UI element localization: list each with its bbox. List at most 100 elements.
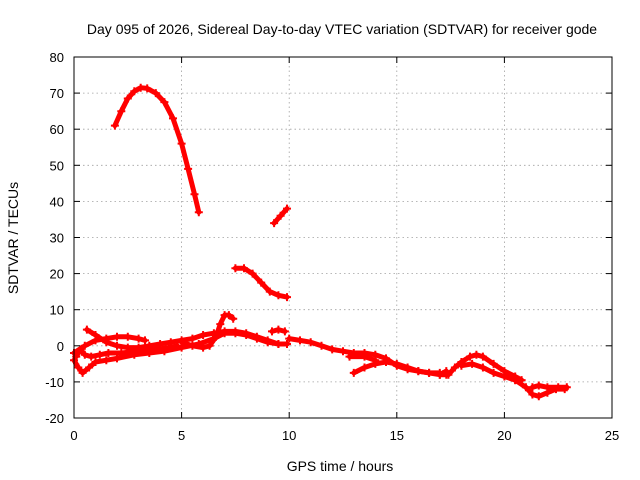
data-point bbox=[528, 383, 537, 392]
data-point bbox=[457, 361, 466, 370]
data-point bbox=[489, 368, 498, 377]
data-point bbox=[274, 291, 283, 300]
data-point bbox=[274, 325, 283, 334]
y-tick-label: -20 bbox=[45, 411, 64, 426]
x-tick-label: 20 bbox=[497, 428, 511, 443]
y-tick-label: -10 bbox=[45, 375, 64, 390]
data-point bbox=[534, 392, 543, 401]
x-tick-label: 15 bbox=[390, 428, 404, 443]
data-point bbox=[543, 383, 552, 392]
data-point bbox=[85, 363, 94, 372]
data-point bbox=[425, 368, 434, 377]
series-track-11 bbox=[349, 358, 444, 377]
data-point bbox=[102, 338, 111, 347]
series-track-9 bbox=[268, 325, 289, 336]
data-point bbox=[285, 334, 294, 343]
data-point bbox=[511, 376, 520, 385]
series-line bbox=[112, 85, 202, 215]
y-tick-label: 60 bbox=[50, 122, 64, 137]
data-point bbox=[500, 372, 509, 381]
data-point bbox=[382, 358, 390, 366]
y-tick-label: 50 bbox=[50, 158, 64, 173]
data-point bbox=[130, 87, 139, 96]
data-point bbox=[141, 336, 149, 345]
data-point bbox=[199, 343, 208, 352]
y-tick-label: 20 bbox=[50, 267, 64, 282]
series-layer bbox=[70, 83, 571, 401]
x-tick-label: 25 bbox=[605, 428, 619, 443]
data-point bbox=[392, 359, 401, 368]
data-point bbox=[188, 341, 197, 350]
data-point bbox=[317, 341, 326, 350]
y-tick-label: 10 bbox=[50, 303, 64, 318]
data-point bbox=[283, 204, 291, 213]
data-point bbox=[296, 336, 304, 345]
y-tick-label: 80 bbox=[50, 50, 64, 65]
data-point bbox=[274, 340, 283, 348]
data-point bbox=[306, 338, 315, 347]
data-point bbox=[177, 139, 186, 148]
data-point bbox=[134, 334, 143, 343]
data-point bbox=[78, 368, 87, 377]
x-tick-label: 10 bbox=[282, 428, 296, 443]
data-point bbox=[91, 331, 100, 339]
data-point bbox=[280, 327, 289, 336]
data-point bbox=[403, 363, 412, 372]
data-point bbox=[263, 336, 272, 345]
data-point bbox=[265, 287, 274, 296]
series-track-2 bbox=[270, 204, 291, 228]
data-point bbox=[270, 219, 279, 228]
data-point bbox=[554, 383, 563, 392]
data-point bbox=[104, 349, 113, 357]
data-point bbox=[257, 278, 266, 287]
series-track-8 bbox=[177, 311, 238, 352]
data-point bbox=[110, 121, 119, 130]
data-point bbox=[134, 347, 143, 356]
y-tick-label: 0 bbox=[57, 339, 64, 354]
data-point bbox=[360, 363, 369, 372]
x-axis-label: GPS time / hours bbox=[287, 458, 394, 474]
data-point bbox=[117, 107, 126, 116]
y-tick-label: 70 bbox=[50, 86, 64, 101]
data-point bbox=[160, 98, 169, 107]
x-tick-label: 5 bbox=[178, 428, 185, 443]
data-point bbox=[224, 311, 233, 320]
data-point bbox=[252, 332, 261, 341]
series-track-7 bbox=[72, 341, 182, 361]
data-point bbox=[173, 341, 182, 350]
data-point bbox=[339, 347, 347, 356]
data-point bbox=[534, 381, 543, 390]
data-point bbox=[468, 359, 477, 368]
data-point bbox=[87, 352, 96, 361]
data-point bbox=[194, 208, 203, 217]
data-point bbox=[562, 383, 571, 392]
data-point bbox=[113, 354, 121, 363]
data-point bbox=[123, 94, 132, 103]
data-point bbox=[349, 368, 358, 377]
data-point bbox=[276, 211, 285, 220]
data-point bbox=[74, 363, 83, 372]
data-point bbox=[188, 334, 197, 343]
data-point bbox=[80, 341, 89, 350]
data-point bbox=[151, 89, 160, 98]
series-track-3 bbox=[231, 264, 291, 302]
data-point bbox=[169, 114, 177, 123]
data-point bbox=[184, 164, 193, 173]
data-point bbox=[328, 345, 337, 354]
plot-frame bbox=[73, 56, 613, 419]
data-point bbox=[113, 332, 121, 341]
data-point bbox=[360, 352, 369, 361]
chart-title: Day 095 of 2026, Sidereal Day-to-day VTE… bbox=[87, 21, 597, 37]
data-point bbox=[205, 341, 214, 350]
data-point bbox=[212, 332, 220, 341]
data-point bbox=[220, 327, 229, 336]
data-point bbox=[478, 352, 487, 361]
data-point bbox=[91, 358, 100, 366]
y-tick-label: 40 bbox=[50, 194, 64, 209]
y-axis-label: SDTVAR / TECUs bbox=[5, 182, 21, 294]
data-point bbox=[345, 352, 354, 361]
data-point bbox=[489, 359, 498, 368]
data-point bbox=[216, 320, 225, 329]
data-point bbox=[283, 340, 291, 348]
